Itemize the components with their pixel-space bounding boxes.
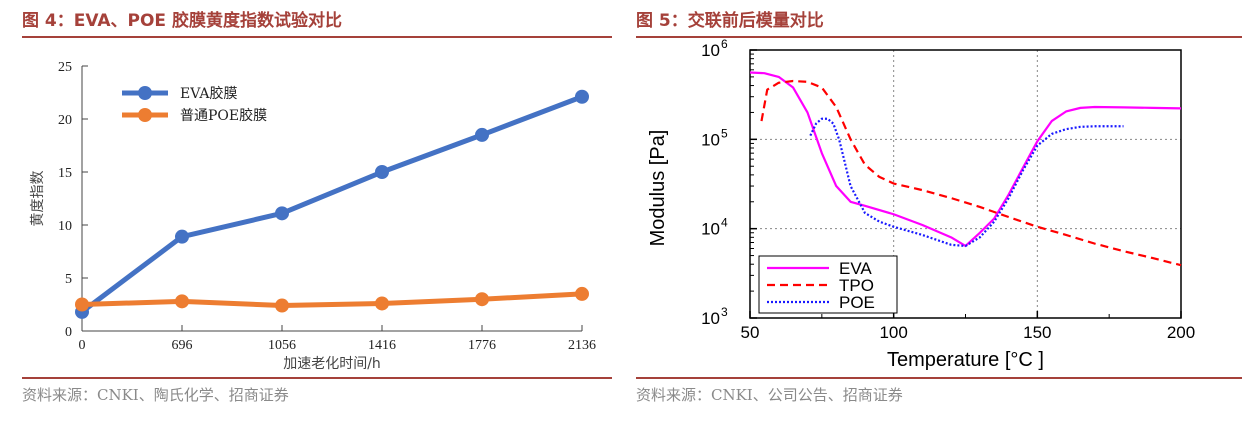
y-axis-label: 黄度指数 [29,171,46,227]
data-point [475,127,489,142]
x-axis-label: 加速老化时间/h [283,356,381,372]
y-tick-label: 15 [58,166,72,181]
y-tick-label: 10 [701,309,720,328]
y-tick-label: 10 [701,130,720,149]
y-tick-base: 10 [701,220,720,239]
x-axis-label: Temperature [°C ] [887,349,1044,371]
y-tick-label: 25 [58,60,72,75]
x-tick-label: 2136 [568,338,596,353]
x-tick-label: 1416 [368,338,396,353]
y-tick-label: 10 [701,220,720,239]
y-tick-label: 5 [65,272,72,287]
y-tick-exponent: 3 [721,305,728,319]
data-point [475,292,489,307]
legend-swatch-marker [138,86,152,100]
legend-box [758,255,898,314]
x-tick-label: 696 [172,338,193,353]
series-line-poe [809,117,1124,248]
x-tick-label: 0 [79,338,86,353]
y-tick-label: 10 [58,219,72,234]
x-tick-label: 100 [879,323,907,342]
data-point [275,206,289,221]
y-tick-exponent: 4 [721,216,728,230]
data-point [75,297,89,312]
figure-4-panel: 图 4：EVA、POE 胶膜黄度指数试验对比 0 5 10 15 20 25 0 696 105… [0,0,612,433]
yellowness-index-chart: 0 5 10 15 20 25 0 696 1056 1416 1776 2136 加速老化时间/h 黄度… [29,60,596,372]
x-tick-label: 150 [1023,323,1051,342]
y-tick-exponent: 5 [721,126,728,140]
figure-5-source: 资料来源：CNKI、公司公告、招商证券 [636,386,903,404]
data-point [175,294,189,309]
figure-5-top-rule [636,36,1242,38]
legend-label: TPO [839,276,874,295]
legend-swatch-marker [138,108,152,122]
figure-4-top-rule [22,36,612,38]
series-line-poe [81,291,583,309]
data-point [375,165,389,179]
y-tick-base: 10 [701,130,720,149]
figure-5-title: 图 5：交联前后模量对比 [636,11,824,31]
y-tick-label: 20 [58,113,72,128]
y-tick-base: 10 [701,41,720,60]
series-line-eva [80,94,583,314]
x-tick-label: 1776 [468,338,496,353]
y-tick-exponent: 6 [721,37,728,51]
data-point [275,298,289,313]
x-tick-label: 200 [1167,323,1195,342]
data-point [575,286,589,301]
series-line-eva [749,71,1182,248]
legend-label: 普通POE胶膜 [180,107,267,124]
y-tick-label: 0 [65,325,72,340]
legend-label: EVA胶膜 [180,85,238,102]
data-point [575,89,589,104]
x-tick-label: 1056 [268,338,296,353]
data-point [375,296,389,311]
y-tick-base: 10 [701,309,720,328]
legend-label: POE [839,293,875,312]
figure-4-bottom-rule [22,377,612,379]
y-axis-label: Modulus [Pa] [647,130,669,247]
x-tick-label: 50 [741,323,760,342]
data-point [175,229,189,244]
figure-4-source: 资料来源：CNKI、陶氏化学、招商证券 [22,386,289,404]
figure-4-title: 图 4：EVA、POE 胶膜黄度指数试验对比 [22,11,342,31]
figure-5-bottom-rule [636,377,1242,379]
series-line-tpo [760,79,1182,267]
legend-label: EVA [839,259,872,278]
y-tick-label: 10 [701,41,720,60]
figure-5-panel: 图 5：交联前后模量对比 50 100 150 200 10 3 10 4 10 5 10 6 Temp… [622,0,1242,433]
